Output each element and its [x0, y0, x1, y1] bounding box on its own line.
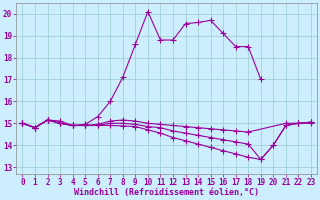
X-axis label: Windchill (Refroidissement éolien,°C): Windchill (Refroidissement éolien,°C) [74, 188, 259, 197]
